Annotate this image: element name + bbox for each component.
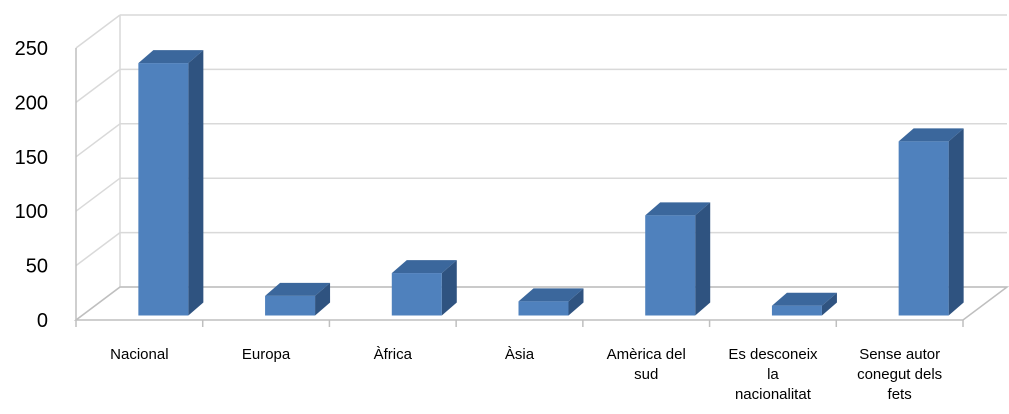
bar-side bbox=[948, 128, 964, 316]
x-tick-label-line: conegut dels bbox=[857, 366, 942, 383]
x-tick-label: Àsia bbox=[505, 346, 535, 363]
x-tick-label-line: nacionalitat bbox=[735, 386, 812, 403]
y-tick-label: 200 bbox=[15, 92, 48, 114]
axes bbox=[73, 15, 1009, 327]
gridline-side bbox=[75, 123, 121, 158]
gridline-side bbox=[75, 177, 121, 212]
y-tick-label: 50 bbox=[26, 256, 48, 278]
floor bbox=[73, 286, 1009, 321]
bar-side bbox=[188, 50, 204, 316]
x-tick-label-line: fets bbox=[888, 386, 912, 403]
x-tick-label: Europa bbox=[242, 346, 291, 363]
bar-side bbox=[821, 292, 837, 316]
x-tick-label-line: sud bbox=[634, 366, 658, 383]
bar-top bbox=[898, 128, 964, 142]
bar bbox=[518, 288, 584, 316]
bar-side bbox=[441, 260, 457, 316]
x-tick-label-line: Es desconeix bbox=[728, 346, 818, 363]
x-tick-label: Amèrica del sud bbox=[607, 346, 686, 383]
gridline-side bbox=[75, 232, 121, 267]
y-tick-label: 250 bbox=[15, 38, 48, 60]
x-tick-label-line: la bbox=[767, 366, 779, 383]
x-tick-label-line: Sense autor bbox=[859, 346, 940, 363]
y-tick-label: 150 bbox=[15, 147, 48, 169]
bar-side bbox=[315, 282, 331, 316]
bar-front bbox=[898, 141, 949, 316]
bar-top bbox=[771, 292, 837, 306]
bar-top bbox=[391, 260, 457, 274]
bar-front bbox=[771, 305, 822, 316]
bars bbox=[138, 50, 964, 316]
bar bbox=[771, 292, 837, 316]
bar-front bbox=[391, 273, 442, 316]
gridline-side bbox=[75, 14, 121, 49]
bar bbox=[138, 50, 204, 316]
bar-front bbox=[645, 215, 696, 316]
x-tick-label-line: Amèrica del bbox=[607, 346, 686, 363]
x-tick-label-line: Àsia bbox=[505, 346, 535, 363]
bar-front bbox=[138, 63, 189, 316]
bar-front bbox=[518, 301, 569, 316]
bar-top bbox=[518, 288, 584, 302]
y-tick-label: 0 bbox=[37, 310, 48, 332]
bar bbox=[265, 282, 331, 316]
bar-top bbox=[138, 50, 204, 64]
gridlines bbox=[75, 14, 1007, 321]
gridline-side bbox=[75, 68, 121, 104]
bar-top bbox=[645, 202, 711, 216]
x-axis-labels: Nacional Europa Àfrica Àsia Amèrica del sud Es… bbox=[110, 346, 942, 403]
x-tick-label: Es desconeix la nacionalitat bbox=[728, 346, 818, 403]
bar-front bbox=[265, 295, 316, 316]
x-tick-label-line: Nacional bbox=[110, 346, 168, 363]
x-tick-label-line: Àfrica bbox=[374, 346, 413, 363]
bar-top bbox=[265, 282, 331, 296]
y-axis-ticks: 0 50 100 150 200 250 bbox=[15, 38, 48, 332]
bar-side bbox=[568, 288, 584, 316]
y-tick-label: 100 bbox=[15, 201, 48, 223]
bar bbox=[645, 202, 711, 316]
bar-side bbox=[695, 202, 711, 316]
bar bbox=[391, 260, 457, 316]
x-tick-label: Nacional bbox=[110, 346, 168, 363]
x-tick-label-line: Europa bbox=[242, 346, 291, 363]
x-tick-label: Sense autor conegut dels fets bbox=[857, 346, 942, 403]
x-tick-label: Àfrica bbox=[374, 346, 413, 363]
bar bbox=[898, 128, 964, 316]
